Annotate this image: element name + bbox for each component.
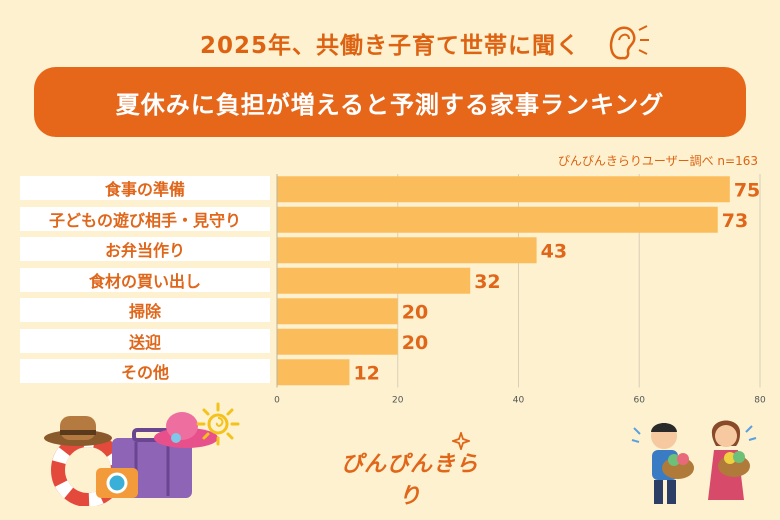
bar-value-label: 20 [402, 332, 428, 354]
bar [277, 267, 471, 294]
headline: 2025年、共働き子育て世帯に聞く [199, 33, 580, 59]
x-tick-label: 60 [634, 396, 646, 406]
ear-icon [609, 25, 649, 60]
bar-value-label: 32 [474, 271, 500, 293]
category-label: 食事の準備 [20, 176, 270, 201]
category-label: 掃除 [20, 298, 270, 323]
bar-value-label: 75 [734, 179, 760, 201]
category-label: 子どもの遊び相手・見守り [20, 206, 270, 231]
category-label: お弁当作り [20, 237, 270, 262]
source-note: ぴんぴんきらりユーザー調べ n=163 [557, 154, 758, 168]
x-tick-label: 80 [754, 396, 766, 406]
category-label: 食材の買い出し [20, 267, 270, 292]
bar [277, 237, 537, 264]
chart-title-banner: 夏休みに負担が増えると予測する家事ランキング [34, 67, 746, 137]
bar-value-label: 20 [402, 301, 428, 323]
parents-carrying-laundry-illustration [631, 420, 757, 504]
bar [277, 176, 730, 203]
category-label: その他 [20, 359, 270, 384]
bar [277, 359, 350, 386]
bar-value-label: 73 [722, 210, 748, 232]
bar-value-label: 43 [541, 240, 567, 262]
x-tick-label: 0 [274, 396, 280, 406]
sparkle-icon [452, 432, 470, 450]
bar [277, 298, 398, 325]
x-tick-label: 20 [392, 396, 404, 406]
summer-items-illustration [44, 412, 218, 506]
bar [277, 328, 398, 355]
bar [277, 206, 718, 233]
category-label: 送迎 [20, 328, 270, 353]
sun-icon [196, 402, 240, 446]
brand-logo: ぴんぴんきらり [340, 452, 479, 509]
x-tick-label: 40 [513, 396, 525, 406]
bar-value-label: 12 [353, 362, 379, 384]
